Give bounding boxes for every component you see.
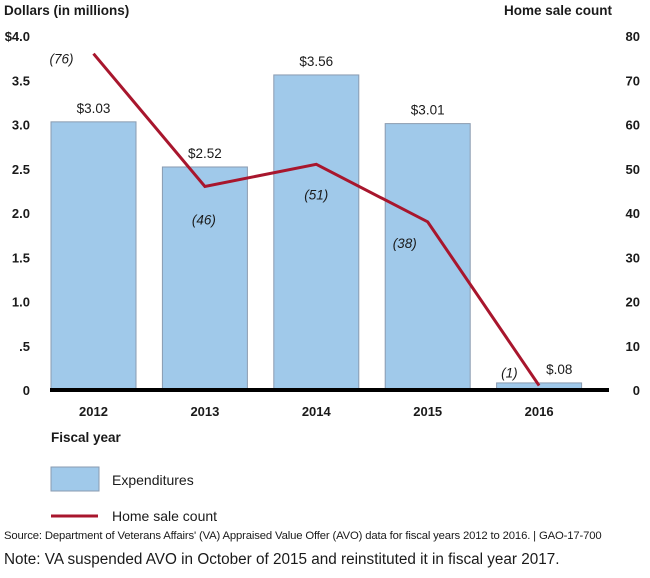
- bar-2015: [384, 123, 471, 391]
- line-value-label: (1): [501, 366, 517, 381]
- y-tick-label: 1.0: [12, 295, 30, 310]
- bars: [50, 74, 583, 391]
- y2-axis-title: Home sale count: [504, 3, 613, 18]
- bar-value-label: $3.01: [411, 103, 445, 118]
- y2-tick-label: 20: [626, 295, 640, 310]
- x-axis-ticks: 2012 2013 2014 2015 2016: [79, 404, 554, 419]
- bar-2012: [50, 121, 137, 391]
- y2-tick-label: 50: [626, 162, 640, 177]
- x-tick-label: 2015: [413, 404, 442, 419]
- y2-tick-label: 10: [626, 339, 640, 354]
- y-axis-title: Dollars (in millions): [4, 3, 129, 18]
- y-tick-label: .5: [19, 339, 30, 354]
- bar-2014: [273, 74, 360, 391]
- x-tick-label: 2014: [302, 404, 332, 419]
- y-tick-label: 2.0: [12, 206, 30, 221]
- y2-tick-label: 60: [626, 118, 640, 133]
- line-value-label: (76): [50, 52, 74, 67]
- x-axis-title: Fiscal year: [51, 430, 122, 445]
- bar-2013: [161, 166, 248, 391]
- y2-tick-label: 70: [626, 73, 640, 88]
- y-tick-label: 2.5: [12, 162, 30, 177]
- y-tick-label: $4.0: [5, 29, 30, 44]
- legend: Expenditures Home sale count: [50, 466, 217, 524]
- y-tick-label: 3.5: [12, 73, 30, 88]
- y-tick-label: 3.0: [12, 118, 30, 133]
- note-text: Note: VA suspended AVO in October of 201…: [4, 551, 560, 568]
- legend-label-home-sale-count: Home sale count: [112, 508, 217, 524]
- bar-value-label: $.08: [546, 362, 572, 377]
- line-value-label: (51): [304, 187, 328, 202]
- bar-value-label: $3.56: [299, 54, 333, 69]
- y2-axis-ticks: 0 10 20 30 40 50 60 70 80: [626, 29, 640, 398]
- bar-labels: $3.03 $2.52 $3.56 $3.01 $.08: [77, 54, 573, 377]
- line-value-label: (38): [393, 236, 417, 251]
- legend-label-expenditures: Expenditures: [112, 472, 194, 488]
- bar-value-label: $2.52: [188, 146, 222, 161]
- bar-value-label: $3.03: [77, 101, 111, 116]
- y2-tick-label: 40: [626, 206, 640, 221]
- y2-tick-label: 30: [626, 250, 640, 265]
- x-tick-label: 2013: [190, 404, 219, 419]
- y2-tick-label: 80: [626, 29, 640, 44]
- y2-tick-label: 0: [633, 383, 640, 398]
- x-tick-label: 2016: [525, 404, 554, 419]
- home-sale-line: [92, 52, 541, 387]
- line-labels: (76) (46) (51) (38) (1): [50, 52, 518, 381]
- line-value-label: (46): [192, 212, 216, 227]
- y-tick-label: 0: [23, 383, 30, 398]
- y-tick-label: 1.5: [12, 250, 30, 265]
- legend-swatch-expenditures: [50, 466, 100, 492]
- y-axis-ticks: 0 .5 1.0 1.5 2.0 2.5 3.0 3.5 $4.0: [5, 29, 30, 398]
- source-text: Source: Department of Veterans Affairs' …: [4, 530, 602, 542]
- x-tick-label: 2012: [79, 404, 108, 419]
